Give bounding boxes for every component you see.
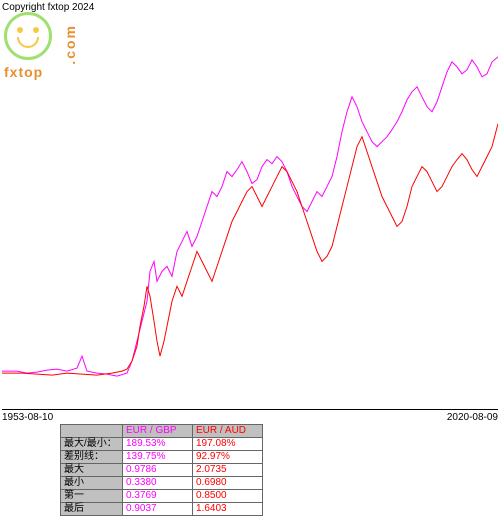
x-axis-start-date: 1953-08-10 xyxy=(2,412,53,423)
row-val2: 0.6980 xyxy=(193,477,263,490)
header-blank xyxy=(61,425,123,438)
row-label: 最大/最小： xyxy=(61,438,123,451)
row-val1: 0.9037 xyxy=(123,503,193,516)
table-row: 最大/最小：189.53%197.08% xyxy=(61,438,263,451)
row-val2: 1.6403 xyxy=(193,503,263,516)
x-axis-end-date: 2020-08-09 xyxy=(447,412,498,423)
row-label: 最大 xyxy=(61,464,123,477)
row-val2: 92.97% xyxy=(193,451,263,464)
table-row: 最小0.33800.6980 xyxy=(61,477,263,490)
row-label: 最后 xyxy=(61,503,123,516)
currency-chart xyxy=(2,12,498,410)
row-val1: 139.75% xyxy=(123,451,193,464)
row-label: 最小 xyxy=(61,477,123,490)
header-series-1: EUR / GBP xyxy=(123,425,193,438)
chart-line-eur---aud xyxy=(2,124,498,375)
table-row: 最大0.97862.0735 xyxy=(61,464,263,477)
row-val1: 0.3769 xyxy=(123,490,193,503)
row-val1: 0.9786 xyxy=(123,464,193,477)
table-header-row: EUR / GBP EUR / AUD xyxy=(61,425,263,438)
row-label: 第一 xyxy=(61,490,123,503)
table-row: 第一0.37690.8500 xyxy=(61,490,263,503)
row-label: 差别线： xyxy=(61,451,123,464)
row-val1: 0.3380 xyxy=(123,477,193,490)
chart-line-eur---gbp xyxy=(2,57,498,376)
row-val1: 189.53% xyxy=(123,438,193,451)
header-series-2: EUR / AUD xyxy=(193,425,263,438)
stats-table: EUR / GBP EUR / AUD 最大/最小：189.53%197.08%… xyxy=(60,424,263,516)
table-row: 差别线：139.75%92.97% xyxy=(61,451,263,464)
row-val2: 197.08% xyxy=(193,438,263,451)
row-val2: 0.8500 xyxy=(193,490,263,503)
row-val2: 2.0735 xyxy=(193,464,263,477)
table-row: 最后0.90371.6403 xyxy=(61,503,263,516)
